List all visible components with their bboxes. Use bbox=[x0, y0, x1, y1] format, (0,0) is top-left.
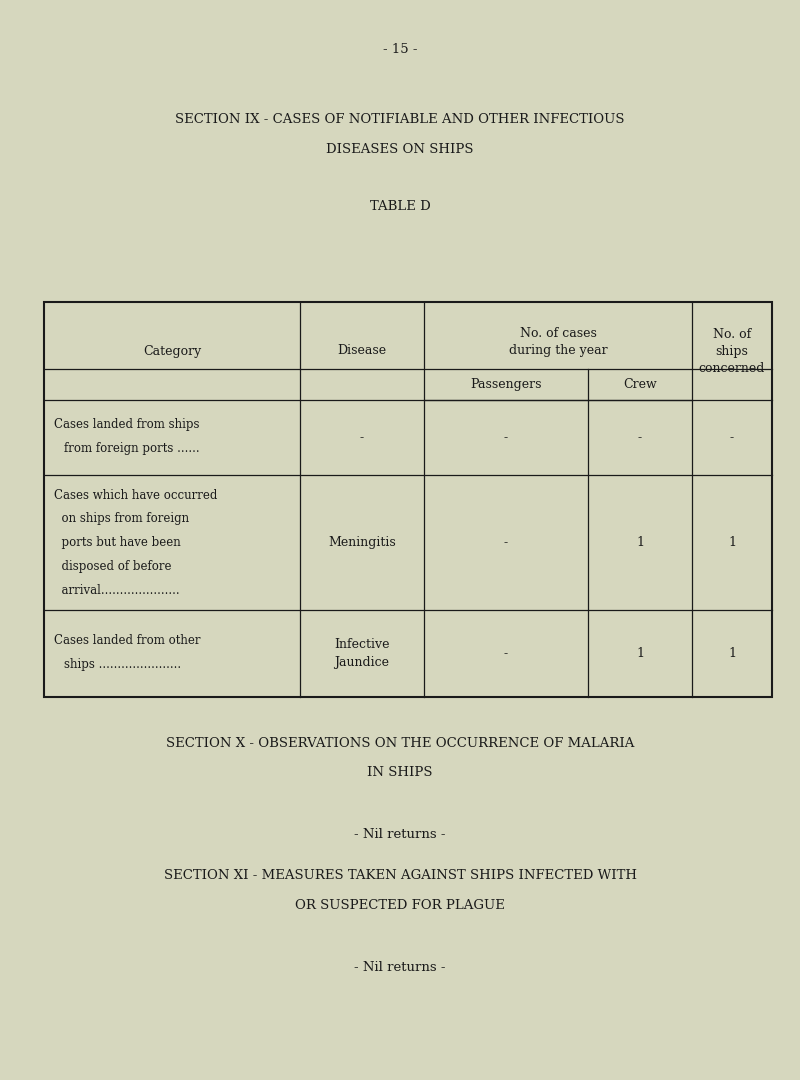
Text: IN SHIPS: IN SHIPS bbox=[367, 766, 433, 779]
Text: on ships from foreign: on ships from foreign bbox=[54, 512, 189, 526]
Text: 1: 1 bbox=[728, 536, 736, 550]
Text: SECTION X - OBSERVATIONS ON THE OCCURRENCE OF MALARIA: SECTION X - OBSERVATIONS ON THE OCCURREN… bbox=[166, 737, 634, 750]
Text: - 15 -: - 15 - bbox=[382, 43, 418, 56]
Text: Disease: Disease bbox=[338, 345, 386, 357]
Text: SECTION XI - MEASURES TAKEN AGAINST SHIPS INFECTED WITH: SECTION XI - MEASURES TAKEN AGAINST SHIP… bbox=[163, 869, 637, 882]
Text: -: - bbox=[730, 431, 734, 444]
Text: from foreign ports ......: from foreign ports ...... bbox=[64, 442, 200, 455]
Text: - Nil returns -: - Nil returns - bbox=[354, 828, 446, 841]
Text: Infective
Jaundice: Infective Jaundice bbox=[334, 638, 390, 669]
Text: -: - bbox=[360, 431, 364, 444]
Text: arrival.....................: arrival..................... bbox=[54, 583, 179, 597]
Text: 1: 1 bbox=[636, 536, 644, 550]
Text: DISEASES ON SHIPS: DISEASES ON SHIPS bbox=[326, 143, 474, 156]
Text: Category: Category bbox=[143, 345, 201, 357]
Text: Passengers: Passengers bbox=[470, 378, 542, 391]
Text: 1: 1 bbox=[636, 647, 644, 660]
Text: ports but have been: ports but have been bbox=[54, 536, 180, 550]
Text: -: - bbox=[504, 431, 508, 444]
Text: Meningitis: Meningitis bbox=[328, 536, 396, 550]
Bar bbox=[44, 302, 772, 697]
Text: Cases landed from ships: Cases landed from ships bbox=[54, 418, 199, 431]
Text: Cases which have occurred: Cases which have occurred bbox=[54, 488, 217, 502]
Text: OR SUSPECTED FOR PLAGUE: OR SUSPECTED FOR PLAGUE bbox=[295, 899, 505, 912]
Text: Cases landed from other: Cases landed from other bbox=[54, 634, 200, 647]
Text: ships ......................: ships ...................... bbox=[64, 658, 181, 671]
Text: - Nil returns -: - Nil returns - bbox=[354, 961, 446, 974]
Text: disposed of before: disposed of before bbox=[54, 559, 171, 573]
Text: -: - bbox=[504, 536, 508, 550]
Text: No. of
ships
concerned: No. of ships concerned bbox=[699, 327, 765, 375]
Text: SECTION IX - CASES OF NOTIFIABLE AND OTHER INFECTIOUS: SECTION IX - CASES OF NOTIFIABLE AND OTH… bbox=[175, 113, 625, 126]
Text: -: - bbox=[638, 431, 642, 444]
Text: -: - bbox=[504, 647, 508, 660]
Text: TABLE D: TABLE D bbox=[370, 200, 430, 213]
Text: No. of cases
during the year: No. of cases during the year bbox=[509, 327, 607, 357]
Text: Crew: Crew bbox=[623, 378, 657, 391]
Text: 1: 1 bbox=[728, 647, 736, 660]
